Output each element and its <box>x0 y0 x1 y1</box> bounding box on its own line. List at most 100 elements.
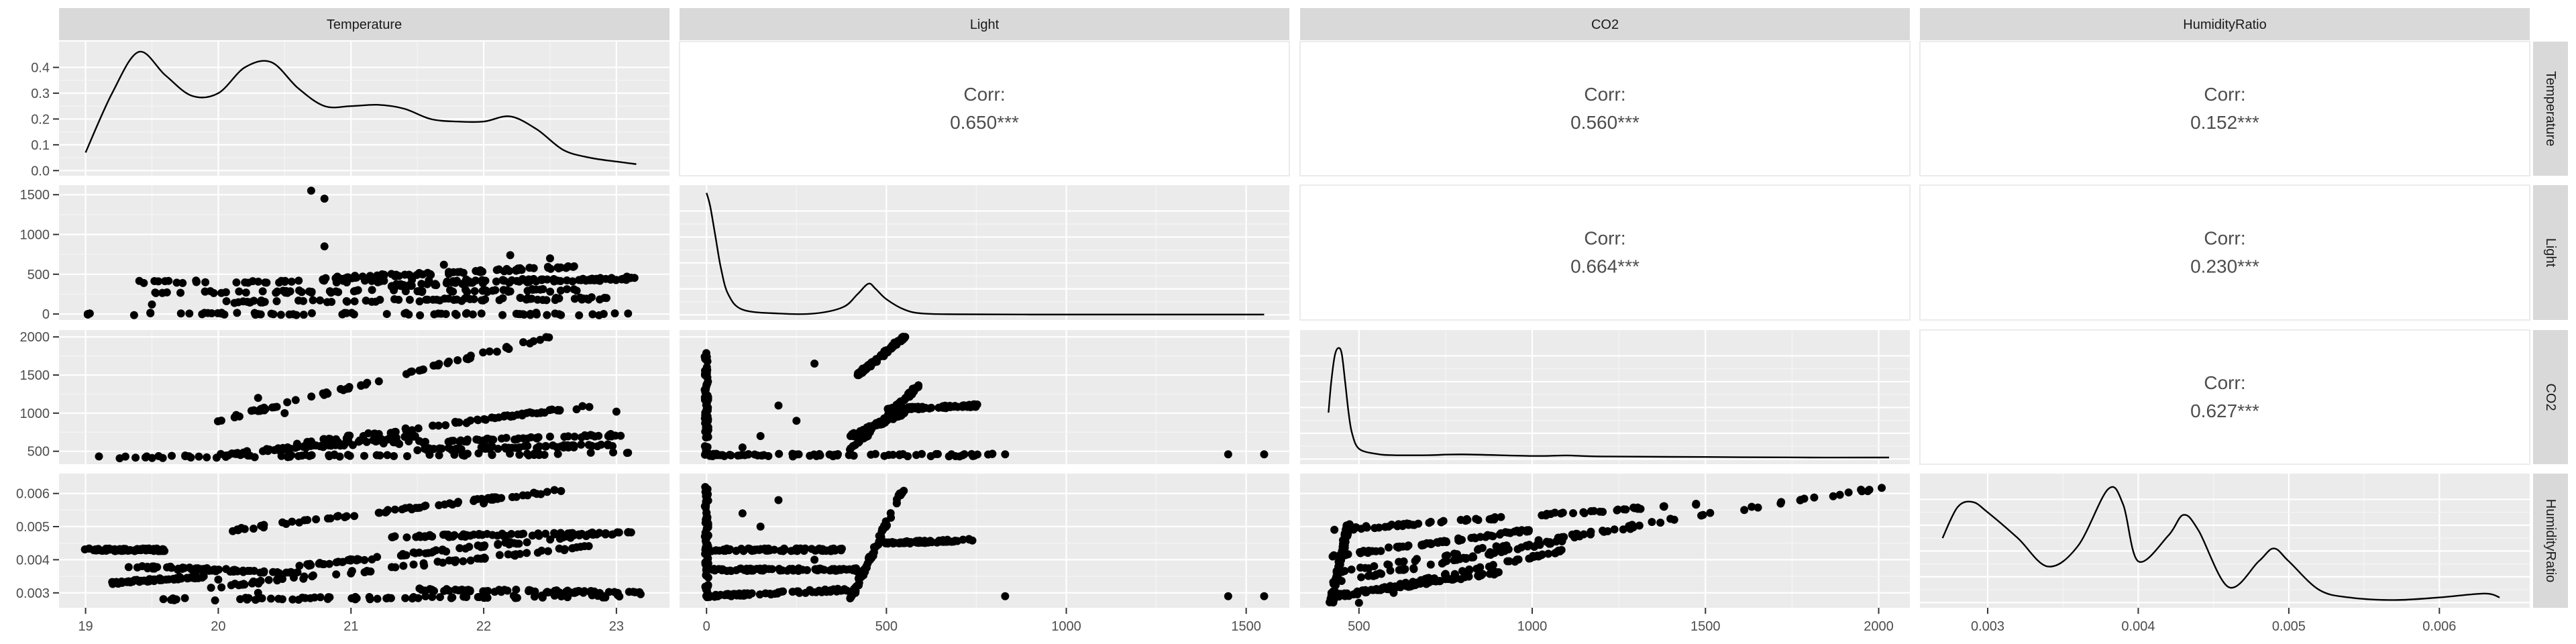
scatter-point <box>172 278 181 287</box>
y-tick-label: 2000 <box>20 330 50 345</box>
scatter-point <box>588 528 596 537</box>
scatter-point <box>414 424 423 433</box>
scatter-point <box>347 594 356 602</box>
row-strip-co2 <box>2533 330 2568 464</box>
scatter-point <box>612 407 621 416</box>
scatter-point <box>1633 504 1642 513</box>
density-line-light <box>706 193 1265 316</box>
corr-label: Corr: <box>2204 228 2245 249</box>
scatter-point <box>482 286 490 295</box>
corr-label: Corr: <box>1584 228 1625 249</box>
scatter-point <box>180 564 189 572</box>
scatter-point <box>449 287 458 296</box>
y-tick-label: 0.4 <box>31 60 50 75</box>
scatter-point <box>381 508 390 517</box>
scatter-point <box>133 545 142 554</box>
panel-co2-light <box>680 330 1289 464</box>
scatter-point <box>423 268 432 277</box>
scatter-point <box>233 309 241 317</box>
scatter-point <box>354 437 363 446</box>
scatter-point <box>541 529 550 538</box>
scatter-point <box>803 566 812 574</box>
scatter-point <box>417 366 426 374</box>
scatter-point <box>159 595 168 604</box>
scatter-point <box>442 585 451 594</box>
scatter-point <box>1369 572 1378 580</box>
scatter-point <box>600 294 609 303</box>
column-strip-co2 <box>1300 8 1910 40</box>
corr-value: 0.560*** <box>1570 112 1640 133</box>
scatter-point <box>536 335 545 344</box>
scatter-point <box>833 450 842 459</box>
scatter-point <box>711 546 720 555</box>
scatter-point <box>254 579 263 588</box>
scatter-point <box>211 596 219 605</box>
scatter-point <box>221 288 230 297</box>
scatter-point <box>316 296 325 305</box>
scatter-point <box>466 416 475 425</box>
scatter-point <box>409 592 418 601</box>
panel-background <box>1300 330 1910 464</box>
y-tick-label: 0.006 <box>16 487 50 502</box>
scatter-point <box>925 404 934 413</box>
scatter-point <box>464 586 473 594</box>
scatter-point <box>209 566 217 575</box>
scatter-point <box>234 298 243 307</box>
scatter-point <box>965 535 973 544</box>
scatter-point <box>551 586 559 595</box>
scatter-point <box>294 296 303 305</box>
panel-background <box>680 185 1289 320</box>
scatter-point <box>544 547 553 555</box>
scatter-point <box>959 401 967 410</box>
scatter-point <box>614 528 623 537</box>
scatter-point <box>894 491 903 500</box>
panel-background <box>1920 474 2530 608</box>
scatter-point <box>608 530 617 539</box>
scatter-point <box>1489 568 1498 577</box>
scatter-point <box>1426 560 1435 569</box>
scatter-point <box>433 295 441 304</box>
scatter-point <box>323 298 331 307</box>
scatter-point <box>892 403 900 412</box>
scatter-point <box>1810 493 1819 502</box>
scatter-point <box>325 287 334 296</box>
scatter-point <box>1456 555 1464 564</box>
scatter-point <box>630 274 639 282</box>
scatter-point <box>810 555 819 564</box>
scatter-point <box>1330 551 1338 559</box>
scatter-point <box>390 451 398 460</box>
scatter-point <box>515 539 523 548</box>
scatter-point <box>1385 543 1393 552</box>
scatter-point <box>770 545 779 554</box>
scatter-point <box>468 310 477 319</box>
scatter-point <box>737 451 745 460</box>
scatter-point <box>472 266 480 275</box>
scatter-point <box>307 309 316 317</box>
scatter-point <box>550 277 559 286</box>
scatter-point <box>570 432 579 441</box>
row-strip-label: HumidityRatio <box>2543 499 2558 582</box>
scatter-point <box>401 504 410 513</box>
scatter-point <box>1557 545 1566 554</box>
panel-temperature-light: Corr: 0.650*** <box>679 41 1290 176</box>
scatter-point <box>407 505 416 514</box>
scatter-point <box>241 594 250 602</box>
scatter-point <box>415 297 424 306</box>
scatter-point <box>437 444 446 453</box>
corr-label: Corr: <box>2204 372 2245 393</box>
column-strip-label: Light <box>970 17 1000 32</box>
scatter-point <box>724 546 733 555</box>
scatter-point <box>1844 488 1853 497</box>
scatter-point <box>1497 513 1505 521</box>
scatter-point <box>237 524 246 533</box>
scatter-point <box>1001 592 1010 600</box>
scatter-point <box>495 296 504 305</box>
scatter-point <box>294 276 303 285</box>
scatter-point <box>969 451 977 460</box>
scatter-point <box>421 501 430 510</box>
panel-light-temperature <box>59 185 669 320</box>
scatter-point <box>272 568 281 577</box>
scatter-point <box>1513 545 1522 553</box>
scatter-point <box>1440 558 1448 567</box>
scatter-point <box>217 417 225 425</box>
